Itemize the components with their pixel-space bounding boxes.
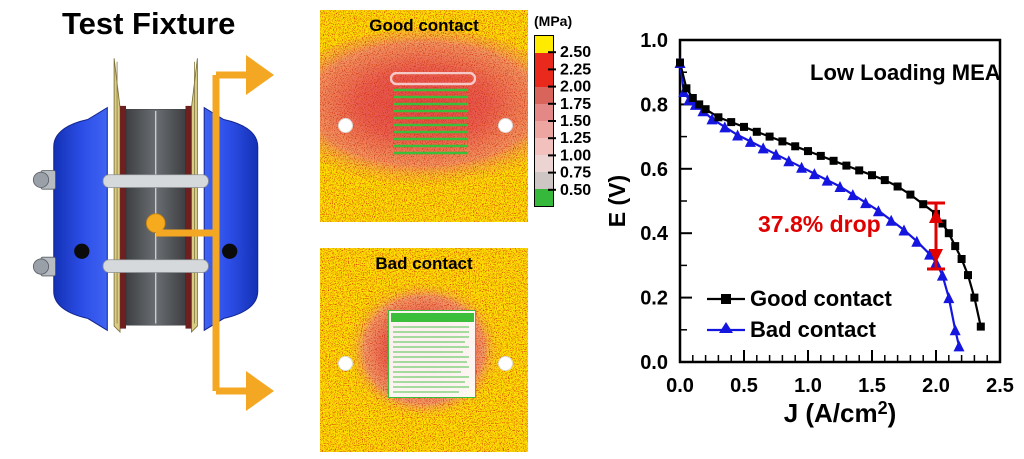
svg-text:Low Loading MEA: Low Loading MEA — [810, 60, 1001, 85]
svg-text:2.0: 2.0 — [922, 375, 950, 397]
svg-text:2.00: 2.00 — [560, 79, 591, 96]
svg-text:E (V): E (V) — [604, 175, 630, 227]
svg-text:Good contact: Good contact — [750, 286, 892, 311]
svg-text:2.25: 2.25 — [560, 61, 591, 78]
svg-text:0.50: 0.50 — [560, 182, 591, 199]
svg-text:1.5: 1.5 — [858, 375, 886, 397]
svg-text:0.4: 0.4 — [640, 223, 669, 245]
svg-text:0.6: 0.6 — [640, 159, 668, 181]
svg-text:1.75: 1.75 — [560, 96, 591, 113]
svg-text:1.25: 1.25 — [560, 130, 591, 147]
svg-text:0.75: 0.75 — [560, 165, 591, 182]
svg-text:1.0: 1.0 — [640, 30, 668, 52]
svg-text:Bad contact: Bad contact — [750, 317, 877, 342]
svg-text:J (A/cm2): J (A/cm2) — [784, 398, 897, 428]
svg-text:37.8% drop: 37.8% drop — [758, 211, 881, 237]
svg-text:2.5: 2.5 — [986, 375, 1014, 397]
svg-text:0.8: 0.8 — [640, 94, 668, 116]
svg-text:0.0: 0.0 — [640, 352, 668, 374]
svg-text:2.50: 2.50 — [560, 44, 591, 61]
svg-text:0.5: 0.5 — [730, 375, 758, 397]
svg-text:0.0: 0.0 — [666, 375, 694, 397]
svg-text:1.0: 1.0 — [794, 375, 822, 397]
svg-text:1.00: 1.00 — [560, 147, 591, 164]
svg-text:0.2: 0.2 — [640, 288, 668, 310]
svg-text:1.50: 1.50 — [560, 113, 591, 130]
